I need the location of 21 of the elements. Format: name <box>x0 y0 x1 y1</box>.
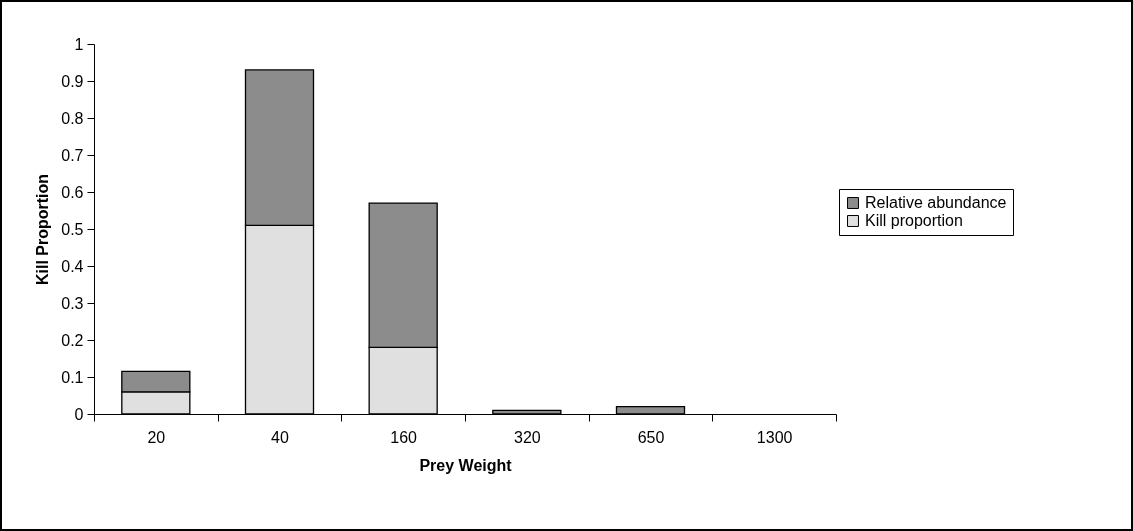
x-tick-label: 40 <box>271 428 289 446</box>
y-tick-label: 0.6 <box>61 183 84 201</box>
legend-label: Kill proportion <box>865 212 963 229</box>
x-tick-label: 20 <box>147 428 166 446</box>
y-tick-label: 0.4 <box>61 257 84 275</box>
y-tick-label: 0.1 <box>61 368 84 386</box>
y-tick-label: 0.8 <box>61 109 84 127</box>
y-tick-label: 0.3 <box>61 294 84 312</box>
y-tick-label: 0.7 <box>61 146 84 164</box>
y-tick-label: 0.5 <box>61 220 84 238</box>
x-tick-label: 320 <box>513 428 541 446</box>
y-tick-label: 0 <box>74 405 84 423</box>
legend-label: Relative abundance <box>865 194 1007 211</box>
x-tick-label: 1300 <box>756 428 793 446</box>
x-tick-label: 160 <box>390 428 418 446</box>
y-tick-label: 0.9 <box>61 72 84 90</box>
y-tick-label: 0.2 <box>61 331 84 349</box>
x-tick-label: 650 <box>637 428 665 446</box>
y-tick-label: 1 <box>74 35 84 53</box>
y-axis-title: Kill Proportion <box>34 173 52 286</box>
x-axis-title: Prey Weight <box>419 456 513 474</box>
